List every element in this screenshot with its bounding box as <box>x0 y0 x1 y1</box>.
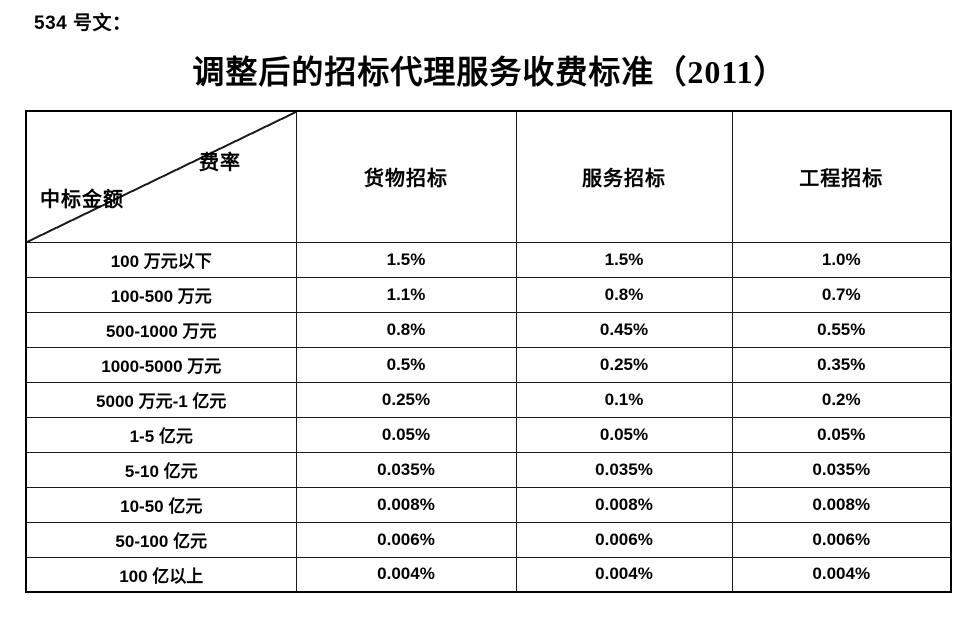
column-header-service: 服务招标 <box>515 110 733 243</box>
table-row: 50-100 亿元 0.006% 0.006% 0.006% <box>25 521 952 558</box>
fee-value-cell: 1.0% <box>731 241 952 278</box>
table-row: 5000 万元-1 亿元 0.25% 0.1% 0.2% <box>25 381 952 418</box>
fee-value-cell: 0.35% <box>731 346 952 383</box>
fee-value-cell: 0.25% <box>295 381 517 418</box>
header-row: 费率 中标金额 货物招标 服务招标 工程招标 <box>25 110 952 243</box>
corner-label-rate: 费率 <box>199 152 241 174</box>
fee-value-cell: 0.006% <box>295 521 517 558</box>
fee-value-cell: 1.5% <box>515 241 733 278</box>
table-row: 100 亿以上 0.004% 0.004% 0.004% <box>25 556 952 593</box>
fee-value-cell: 0.035% <box>515 451 733 488</box>
row-label-cell: 5-10 亿元 <box>25 451 297 488</box>
fee-value-cell: 0.05% <box>295 416 517 453</box>
corner-label-bid-amount: 中标金额 <box>40 188 124 211</box>
column-header-engineering: 工程招标 <box>731 110 952 243</box>
doc-ref-label: 534 号文： <box>34 13 132 34</box>
fee-value-cell: 0.008% <box>515 486 733 523</box>
fee-value-cell: 0.006% <box>731 521 952 558</box>
fee-value-cell: 0.035% <box>731 451 952 488</box>
row-label-cell: 100-500 万元 <box>25 276 297 313</box>
fee-value-cell: 0.25% <box>515 346 733 383</box>
row-label-cell: 1-5 亿元 <box>25 416 297 453</box>
row-label-cell: 50-100 亿元 <box>25 521 297 558</box>
fee-value-cell: 0.004% <box>731 556 952 593</box>
fee-value-cell: 0.8% <box>515 276 733 313</box>
row-label-cell: 100 亿以上 <box>25 556 297 593</box>
corner-header-cell: 费率 中标金额 <box>25 110 297 243</box>
fee-value-cell: 0.7% <box>731 276 952 313</box>
table-row: 5-10 亿元 0.035% 0.035% 0.035% <box>25 451 952 488</box>
fee-standard-table: 费率 中标金额 货物招标 服务招标 工程招标 100 万元以下 1.5% 1.5… <box>25 110 952 593</box>
fee-value-cell: 0.05% <box>515 416 733 453</box>
fee-value-cell: 0.008% <box>731 486 952 523</box>
table-row: 1000-5000 万元 0.5% 0.25% 0.35% <box>25 346 952 383</box>
row-label-cell: 100 万元以下 <box>25 241 297 278</box>
fee-value-cell: 1.5% <box>295 241 517 278</box>
diagonal-divider <box>27 112 295 241</box>
row-label-cell: 1000-5000 万元 <box>25 346 297 383</box>
fee-value-cell: 0.1% <box>515 381 733 418</box>
row-label-cell: 5000 万元-1 亿元 <box>25 381 297 418</box>
column-header-goods: 货物招标 <box>295 110 517 243</box>
table-row: 100 万元以下 1.5% 1.5% 1.0% <box>25 241 952 278</box>
fee-value-cell: 0.45% <box>515 311 733 348</box>
fee-value-cell: 0.004% <box>515 556 733 593</box>
row-label-cell: 10-50 亿元 <box>25 486 297 523</box>
fee-value-cell: 0.035% <box>295 451 517 488</box>
fee-value-cell: 1.1% <box>295 276 517 313</box>
table-row: 1-5 亿元 0.05% 0.05% 0.05% <box>25 416 952 453</box>
table-row: 100-500 万元 1.1% 0.8% 0.7% <box>25 276 952 313</box>
table-row: 500-1000 万元 0.8% 0.45% 0.55% <box>25 311 952 348</box>
fee-value-cell: 0.008% <box>295 486 517 523</box>
doc-title: 调整后的招标代理服务收费标准（2011） <box>192 54 787 90</box>
fee-value-cell: 0.004% <box>295 556 517 593</box>
fee-value-cell: 0.5% <box>295 346 517 383</box>
fee-value-cell: 0.006% <box>515 521 733 558</box>
fee-value-cell: 0.2% <box>731 381 952 418</box>
fee-value-cell: 0.05% <box>731 416 952 453</box>
table-row: 10-50 亿元 0.008% 0.008% 0.008% <box>25 486 952 523</box>
fee-value-cell: 0.55% <box>731 311 952 348</box>
row-label-cell: 500-1000 万元 <box>25 311 297 348</box>
fee-value-cell: 0.8% <box>295 311 517 348</box>
